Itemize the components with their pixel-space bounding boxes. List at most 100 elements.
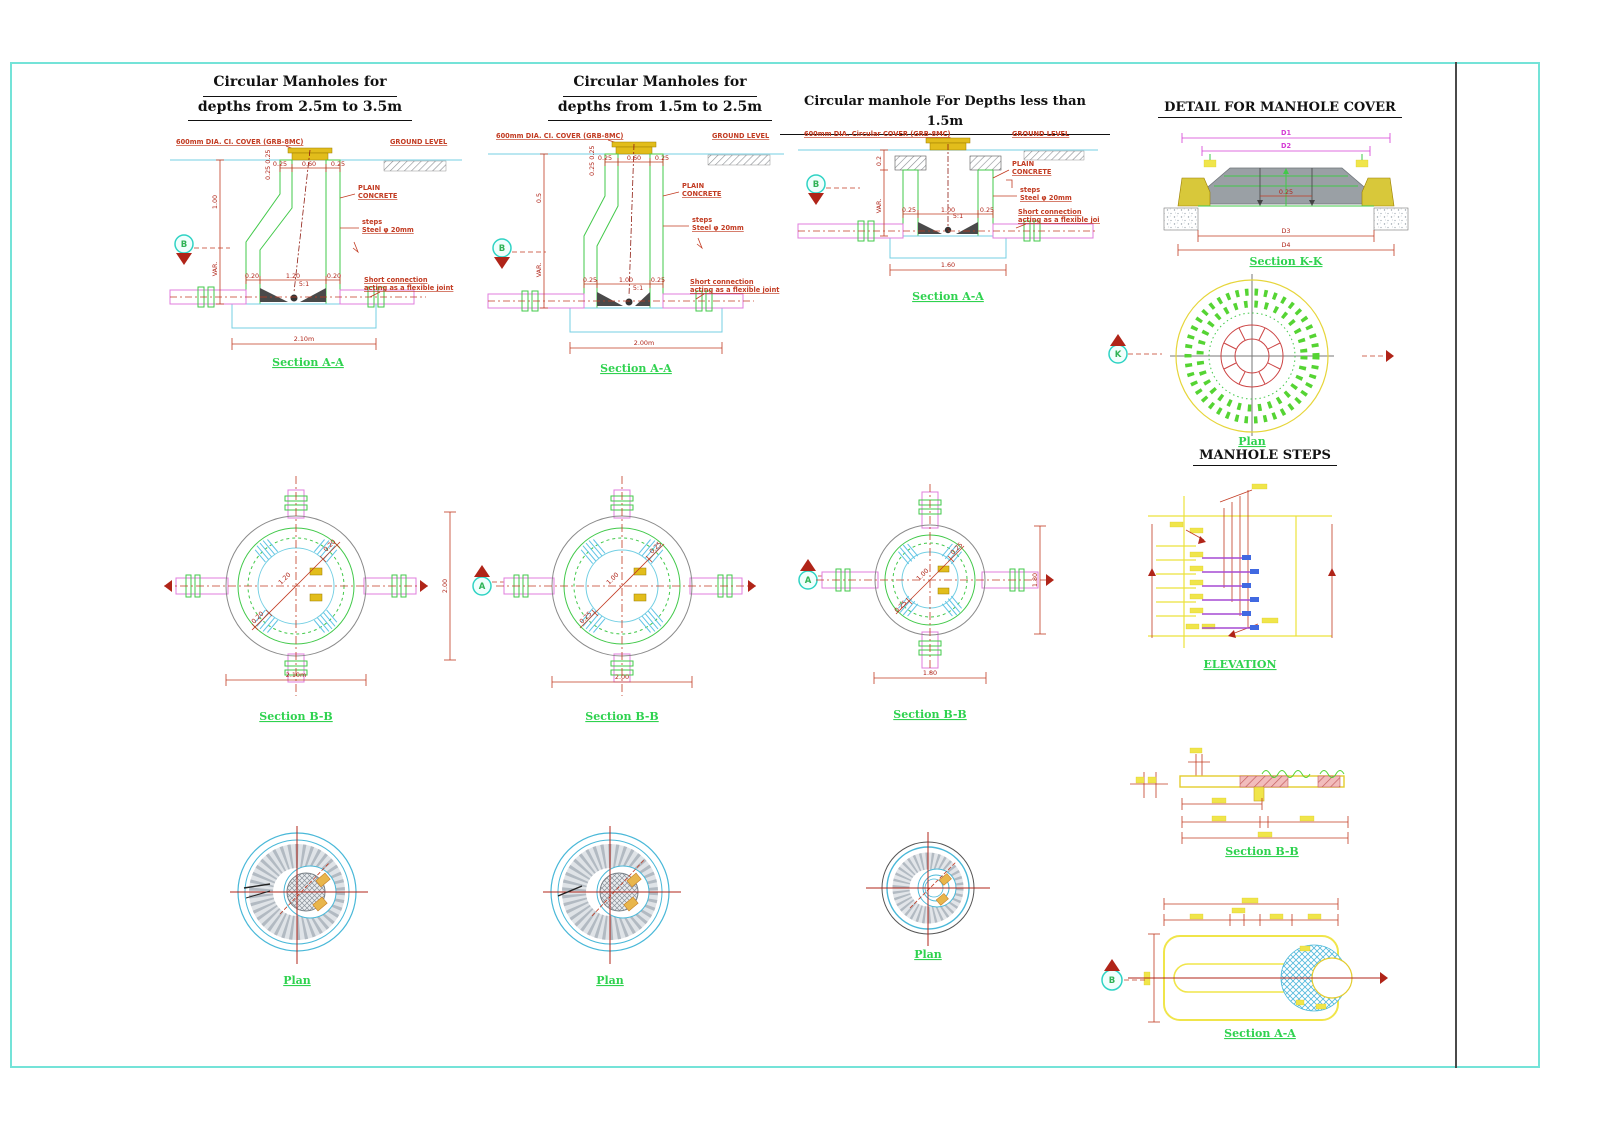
marker-letter: A	[479, 582, 486, 592]
short-connection-label: Short connection	[1018, 208, 1082, 216]
caption-plan: Plan	[914, 948, 942, 961]
bottom-dimension: 2.10m	[225, 671, 367, 686]
step-plate	[1179, 770, 1345, 802]
dim-text-blocks	[1169, 483, 1279, 630]
marker-letter: B	[813, 180, 819, 190]
dim-text: 1.60	[941, 261, 955, 269]
pipes	[169, 286, 426, 308]
cover-label: 600mm DIA. CI. COVER (GRB-8MC)	[496, 132, 623, 140]
slope-label: 5:1	[633, 284, 643, 292]
right-vertical-dimension: 1.80	[1031, 525, 1046, 635]
steps-in-plan	[623, 872, 642, 912]
dim-text: 1.00	[605, 571, 621, 587]
step-bars	[1148, 489, 1336, 638]
section-marker-b: B	[492, 238, 546, 269]
steps-label: Steel φ 20mm	[1020, 194, 1072, 202]
dim-text: 0.2	[875, 156, 883, 166]
bottom-dimension: 2.00	[551, 673, 693, 688]
steps-label: steps	[362, 218, 382, 226]
section-bb-mid-drawing: 2.00 A	[441, 476, 756, 723]
shaft-walls	[583, 153, 664, 309]
pipes	[175, 489, 417, 683]
plain-concrete-label: PLAIN	[682, 182, 704, 190]
marker-letter: B	[1109, 976, 1115, 986]
title-manhole-steps: MANHOLE STEPS	[1170, 448, 1360, 466]
short-connection-label: acting as a flexible joint	[1018, 216, 1100, 224]
step-section-aa-drawing: B Section A-A	[1101, 897, 1388, 1040]
collar-slab	[894, 155, 1002, 171]
cover-plan-drawing: K Plan	[1108, 274, 1394, 448]
cover-label: 600mm DIA. Circular COVER (GRB-8MC)	[804, 130, 950, 138]
dim-text: 0.20	[327, 272, 341, 280]
centerlines	[543, 826, 681, 964]
plan-deep-drawing: Plan	[230, 826, 368, 987]
dim-text: 0.25	[949, 541, 965, 557]
slope-label: 5:1	[953, 212, 963, 220]
ground-level-label: GROUND LEVEL	[390, 138, 448, 146]
dim-text: VAR.	[535, 263, 543, 278]
short-connection-label: acting as a flexible joint	[690, 286, 779, 294]
short-connection-label: acting as a flexible joint	[364, 284, 453, 292]
step-hatch	[898, 543, 962, 617]
title-manhole-cover-detail: DETAIL FOR MANHOLE COVER	[1130, 100, 1430, 118]
section-marker-k: K	[1108, 334, 1162, 364]
ground-hatch	[707, 154, 771, 166]
dim-text: 2.00	[615, 673, 629, 681]
marker-letter: B	[499, 244, 505, 254]
drawing-border-frame	[10, 62, 1540, 1068]
ground-hatch	[383, 160, 447, 172]
title-line: Circular Manholes for	[203, 72, 397, 97]
short-connection-label: Short connection	[364, 276, 428, 284]
dim-text: 0.60	[302, 160, 316, 168]
plain-concrete-label: CONCRETE	[1012, 168, 1052, 176]
dim-text: 0.25	[583, 276, 597, 284]
plain-concrete-label: PLAIN	[358, 184, 380, 192]
dim-text: 1.20	[286, 272, 300, 280]
centerlines	[1170, 274, 1334, 436]
step-section-bb-drawing: Section B-B	[1130, 747, 1349, 858]
dim-text: 0.25	[598, 154, 612, 162]
section-marker-b: B	[174, 234, 230, 265]
section-aa-deep-drawing: 600mm DIA. CI. COVER (GRB-8MC) GROUND LE…	[169, 138, 462, 369]
centerlines	[230, 826, 368, 964]
steps-label: Steel φ 20mm	[692, 224, 744, 232]
caption-section-aa: Section A-A	[272, 356, 344, 369]
dim-text: D1	[1281, 129, 1291, 137]
centerlines	[866, 832, 990, 946]
left-fixture	[1130, 747, 1210, 798]
dimensions: 0.25 0.60 0.25 0.25 0.25 0.25 1.00 0.25 …	[535, 146, 723, 354]
dim-text: D3	[1282, 227, 1291, 235]
dimensions: 0.25 0.60 0.25 0.25 0.25 0.20 1.20 0.20 …	[211, 150, 377, 350]
dim-text: 0.25 0.25	[588, 146, 596, 177]
dim-text: 0.25	[902, 206, 916, 214]
dim-text: 2.00m	[634, 339, 654, 347]
cover-section-kk-drawing: D1 D2 0.25 D3 D4 Section K-K	[1163, 129, 1409, 268]
right-arrow	[1362, 350, 1394, 362]
dim-text: 1.80	[923, 669, 937, 677]
rung-markers	[1242, 555, 1259, 630]
section-marker-b: B	[806, 174, 860, 205]
caption-section-aa: Section A-A	[912, 290, 984, 303]
dim-text: 0.25 0.25	[264, 150, 272, 181]
marker-letter: K	[1115, 350, 1122, 360]
title-line: MANHOLE STEPS	[1193, 448, 1337, 466]
dim-text: 0.25	[331, 160, 345, 168]
caption-cover-plan: Plan	[1238, 435, 1266, 448]
dim-text: VAR.	[211, 262, 219, 277]
steps-label: Steel φ 20mm	[362, 226, 414, 234]
caption-step-section-bb: Section B-B	[1225, 845, 1298, 858]
plan-mid-drawing: Plan	[543, 826, 681, 987]
step-rungs	[1202, 557, 1254, 629]
section-bb-shallow-drawing: A	[798, 484, 1054, 721]
marker-letter: B	[181, 240, 187, 250]
dimensions	[1181, 797, 1349, 844]
step-hatch	[580, 539, 664, 633]
steps-label: steps	[1020, 186, 1040, 194]
dimensions: 0.25 1.00 0.25 0.2 VAR. 1.60 5:1	[875, 149, 1007, 276]
caption-section-bb: Section B-B	[585, 710, 658, 723]
plain-concrete-label: CONCRETE	[358, 192, 398, 200]
dim-text: 0.25	[980, 206, 994, 214]
section-aa-shallow-drawing: 600mm DIA. Circular COVER (GRB-8MC) GROU…	[797, 130, 1100, 303]
base-slab	[569, 307, 723, 333]
dim-text: 0.60	[627, 154, 641, 162]
